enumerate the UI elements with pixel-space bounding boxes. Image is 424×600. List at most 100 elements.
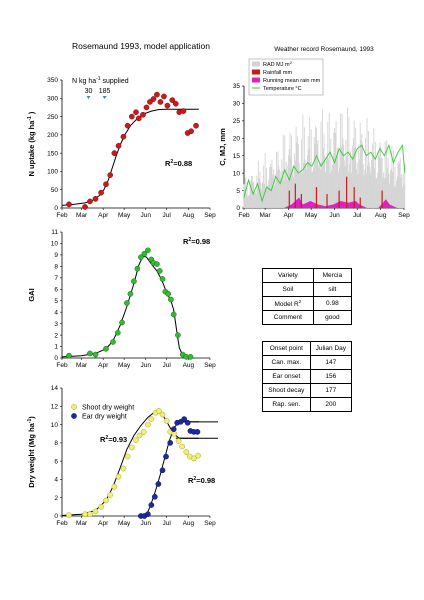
legend-swatch: [252, 61, 260, 67]
onset-label: Can. max.: [262, 355, 311, 370]
data-point: [124, 122, 131, 129]
x-tick-label: May: [118, 212, 131, 219]
y-tick-label: 14: [51, 385, 59, 392]
data-point: [87, 198, 93, 205]
y-axis-label: C, MJ, mm: [218, 128, 227, 166]
data-point: [133, 437, 139, 443]
y-axis-label-text: Dry weight (Mg ha: [27, 422, 36, 487]
data-point: [140, 111, 146, 118]
data-point: [98, 189, 104, 196]
legend-swatch: [71, 413, 77, 419]
y-tick-label: 250: [47, 114, 58, 121]
data-point: [115, 473, 122, 480]
y-tick-label: 10: [51, 422, 59, 429]
r2-sup: 2: [193, 476, 196, 482]
y-tick-label: 10: [233, 170, 241, 177]
data-point: [159, 411, 166, 418]
y-tick-label: 2: [54, 332, 58, 339]
info-table: Variety Mercia Soil silt Model R2 0.98 C…: [262, 268, 353, 325]
data-point: [107, 492, 114, 498]
x-tick-label: Apr: [98, 520, 109, 527]
x-tick-label: Jul: [353, 212, 362, 219]
y-axis-label: GAI: [27, 288, 36, 301]
data-point: [191, 455, 197, 462]
x-tick-label: Jun: [141, 520, 152, 527]
onset-value: 177: [309, 383, 353, 398]
x-tick-label: Aug: [375, 212, 387, 219]
model-curve: [61, 410, 199, 516]
fertiliser-marker: [86, 96, 91, 99]
data-point: [150, 96, 157, 102]
y-tick-label: 2: [54, 495, 58, 502]
legend-label-text: RAD MJ m: [263, 62, 290, 68]
r2-text: R: [165, 159, 171, 168]
table-header-row: Onset point Julian Day: [262, 341, 353, 356]
y-tick-label: 300: [47, 95, 58, 102]
data-point: [161, 93, 167, 100]
y-tick-label: 0: [54, 355, 58, 362]
x-tick-label: Sep: [204, 212, 216, 219]
y-tick-label: 9: [54, 252, 58, 259]
r2-sup: 2: [105, 435, 108, 441]
data-point: [194, 429, 201, 435]
fertiliser-label-part: -1: [96, 76, 101, 82]
data-point: [187, 354, 194, 360]
r2-sup: 2: [188, 237, 191, 243]
model-r2-value: 0.98: [312, 296, 353, 311]
x-tick-label: Jun: [329, 212, 340, 219]
y-tick-label: 200: [47, 132, 58, 139]
data-point: [82, 204, 88, 210]
r2-annotation: R2=0.88: [165, 159, 192, 168]
legend-label-sup: 2: [290, 60, 293, 65]
y-tick-label: 20: [233, 135, 241, 142]
data-point: [183, 449, 190, 455]
data-point: [193, 122, 199, 129]
r2-annotation: R2=0.98: [188, 476, 215, 485]
comment-value: good: [312, 310, 353, 325]
y-axis-label-end: ): [27, 416, 36, 419]
data-point: [151, 493, 158, 500]
r2-text: R: [188, 476, 194, 485]
r2-text: R: [100, 435, 106, 444]
legend-label: Running mean rain mm: [263, 78, 321, 84]
data-point: [120, 133, 127, 140]
legend-box: [248, 58, 324, 96]
fertiliser-amount: 185: [99, 88, 111, 95]
data-point: [157, 99, 164, 105]
y-tick-label: 10: [51, 241, 59, 248]
x-tick-label: Aug: [183, 362, 195, 369]
legend-swatch: [71, 404, 77, 410]
n-uptake-chart: 0 50 100 150 200 250 300 350 Feb Mar Apr May Jun Jul A…: [27, 76, 216, 219]
data-point: [114, 329, 121, 336]
y-tick-label: 3: [54, 321, 58, 328]
data-point: [92, 351, 99, 358]
x-tick-label: Feb: [238, 212, 250, 219]
data-point: [148, 502, 155, 508]
y-tick-label: 8: [54, 264, 58, 271]
comment-label: Comment: [262, 310, 314, 325]
y-axis-label-text: N uptake (kg ha: [27, 120, 36, 177]
onset-label: Rap. sen.: [262, 397, 311, 412]
y-tick-label: 30: [233, 101, 241, 108]
x-tick-label: Feb: [56, 212, 68, 219]
x-tick-label: Mar: [76, 362, 88, 369]
onset-label: Ear onset: [262, 369, 311, 384]
model-curve: [61, 108, 199, 206]
x-tick-label: Mar: [260, 212, 272, 219]
data-point: [124, 453, 131, 460]
y-tick-label: 4: [54, 309, 58, 316]
y-tick-label: 5: [236, 188, 240, 195]
weather-title: Weather record Rosemaund, 1993: [274, 46, 374, 53]
y-tick-label: 0: [54, 205, 58, 212]
data-point: [163, 418, 170, 424]
x-tick-label: Feb: [56, 362, 68, 369]
data-point: [98, 504, 104, 510]
data-point: [179, 443, 185, 450]
x-tick-label: Sep: [204, 362, 216, 369]
data-point: [103, 181, 109, 188]
x-tick-label: May: [118, 520, 131, 527]
y-axis-label-text: GAI: [27, 288, 36, 301]
data-point: [184, 419, 191, 426]
data-point: [133, 109, 139, 116]
legend-label: RAD MJ m2: [263, 60, 293, 68]
